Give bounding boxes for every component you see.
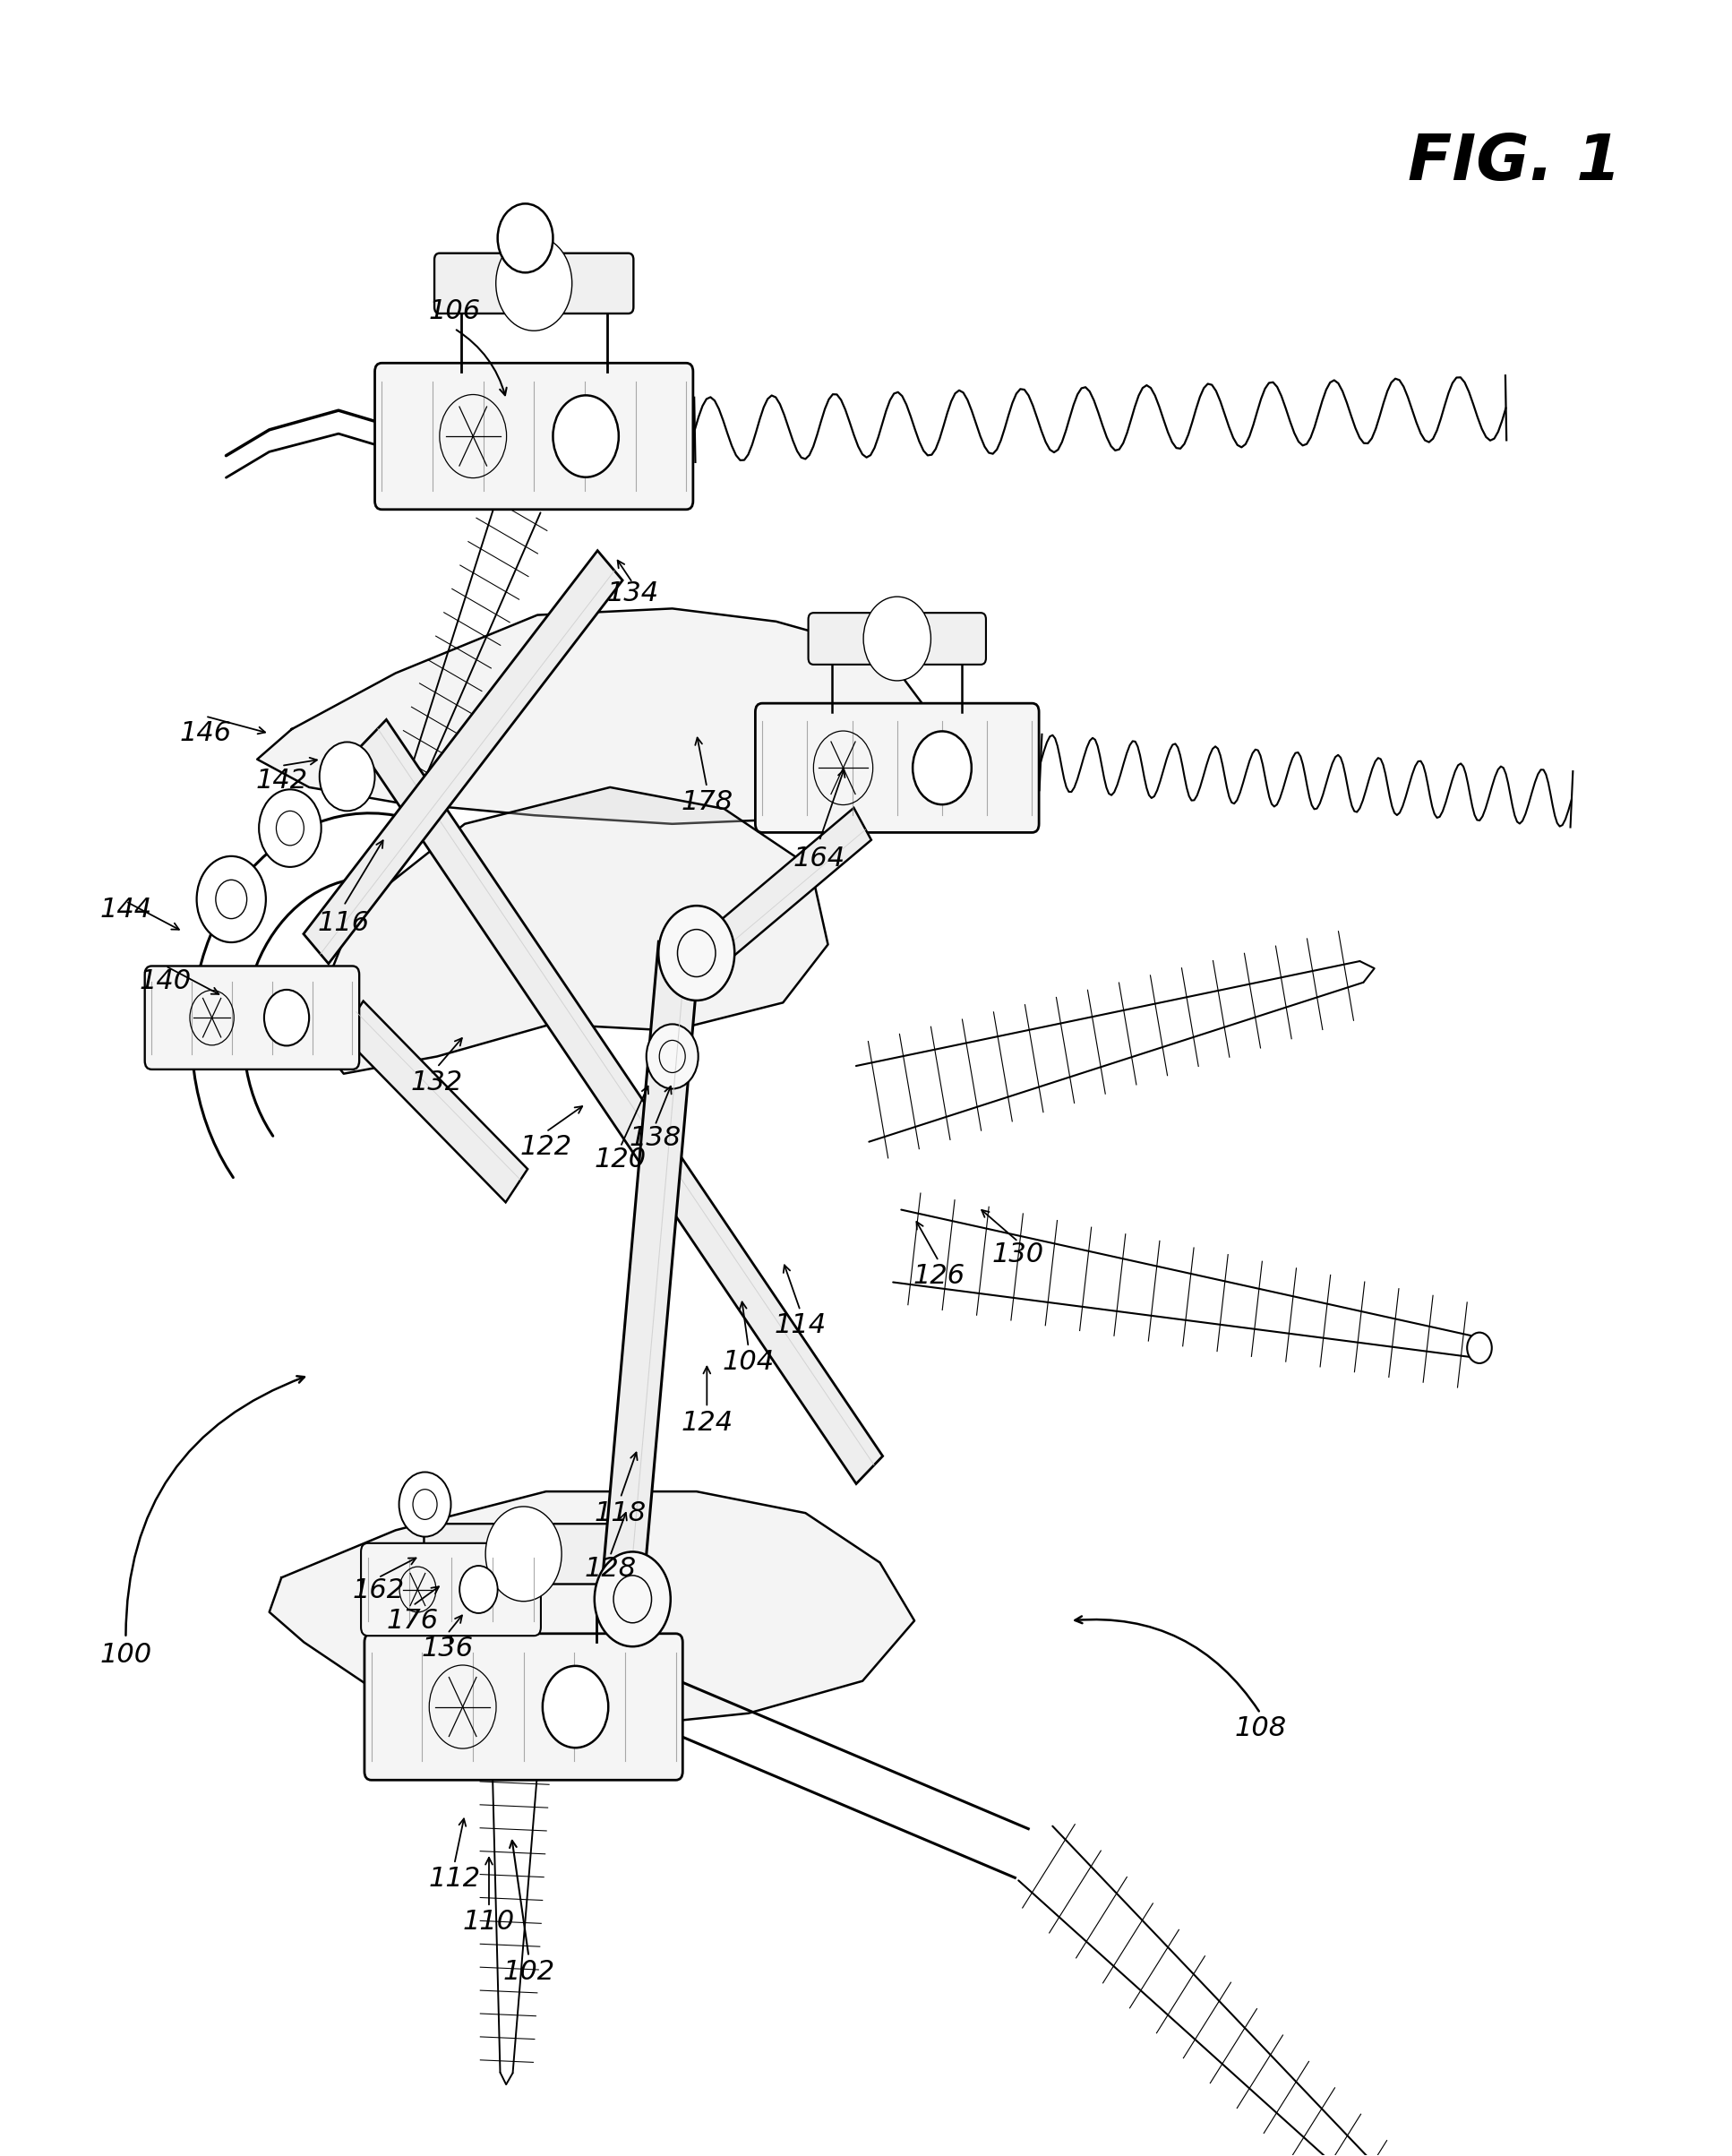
Circle shape <box>658 906 734 1000</box>
Polygon shape <box>599 942 700 1615</box>
Text: 146: 146 <box>180 720 232 746</box>
Circle shape <box>197 856 265 942</box>
FancyBboxPatch shape <box>424 1524 624 1585</box>
Text: 120: 120 <box>594 1147 646 1173</box>
Circle shape <box>553 395 618 476</box>
Text: 136: 136 <box>421 1636 473 1662</box>
Polygon shape <box>693 808 871 977</box>
Polygon shape <box>360 720 883 1483</box>
Circle shape <box>485 1507 561 1602</box>
Circle shape <box>542 1667 608 1749</box>
Text: 164: 164 <box>793 845 845 871</box>
FancyBboxPatch shape <box>755 703 1039 832</box>
FancyBboxPatch shape <box>435 252 634 313</box>
Circle shape <box>495 235 572 330</box>
FancyBboxPatch shape <box>145 966 359 1069</box>
Text: 144: 144 <box>100 897 152 923</box>
Text: 178: 178 <box>681 789 733 815</box>
Circle shape <box>913 731 972 804</box>
Text: 126: 126 <box>913 1263 965 1289</box>
Polygon shape <box>268 1492 914 1729</box>
Text: 112: 112 <box>428 1867 480 1893</box>
Text: 176: 176 <box>386 1608 438 1634</box>
Text: 116: 116 <box>317 910 369 936</box>
Circle shape <box>646 1024 698 1089</box>
Text: 102: 102 <box>502 1958 554 1986</box>
Text: 104: 104 <box>722 1350 774 1376</box>
Text: 142: 142 <box>255 768 308 793</box>
FancyBboxPatch shape <box>374 362 693 509</box>
Text: 138: 138 <box>629 1125 681 1151</box>
Text: 162: 162 <box>352 1578 404 1604</box>
Polygon shape <box>258 608 932 824</box>
Text: 134: 134 <box>606 580 658 606</box>
Text: 124: 124 <box>681 1410 733 1436</box>
Text: FIG. 1: FIG. 1 <box>1408 132 1621 194</box>
Text: 108: 108 <box>1235 1716 1287 1742</box>
Text: 140: 140 <box>140 968 192 994</box>
Circle shape <box>594 1552 670 1647</box>
Text: 100: 100 <box>100 1643 152 1669</box>
Text: 130: 130 <box>992 1242 1044 1268</box>
FancyBboxPatch shape <box>809 612 986 664</box>
Circle shape <box>459 1565 497 1613</box>
Circle shape <box>319 742 374 811</box>
Circle shape <box>497 203 553 272</box>
Circle shape <box>398 1473 450 1537</box>
Text: 132: 132 <box>410 1069 462 1095</box>
Polygon shape <box>341 1000 528 1203</box>
FancyBboxPatch shape <box>360 1544 540 1636</box>
Circle shape <box>1467 1332 1491 1363</box>
Text: 118: 118 <box>594 1501 646 1526</box>
Text: 128: 128 <box>584 1557 636 1583</box>
Text: 122: 122 <box>520 1134 572 1160</box>
Polygon shape <box>308 787 828 1074</box>
Circle shape <box>260 789 320 867</box>
Text: 114: 114 <box>774 1313 826 1339</box>
Text: 110: 110 <box>462 1910 514 1936</box>
Text: 106: 106 <box>428 298 480 323</box>
Polygon shape <box>303 550 622 964</box>
FancyBboxPatch shape <box>364 1634 682 1781</box>
Circle shape <box>263 990 308 1046</box>
Circle shape <box>864 597 930 681</box>
